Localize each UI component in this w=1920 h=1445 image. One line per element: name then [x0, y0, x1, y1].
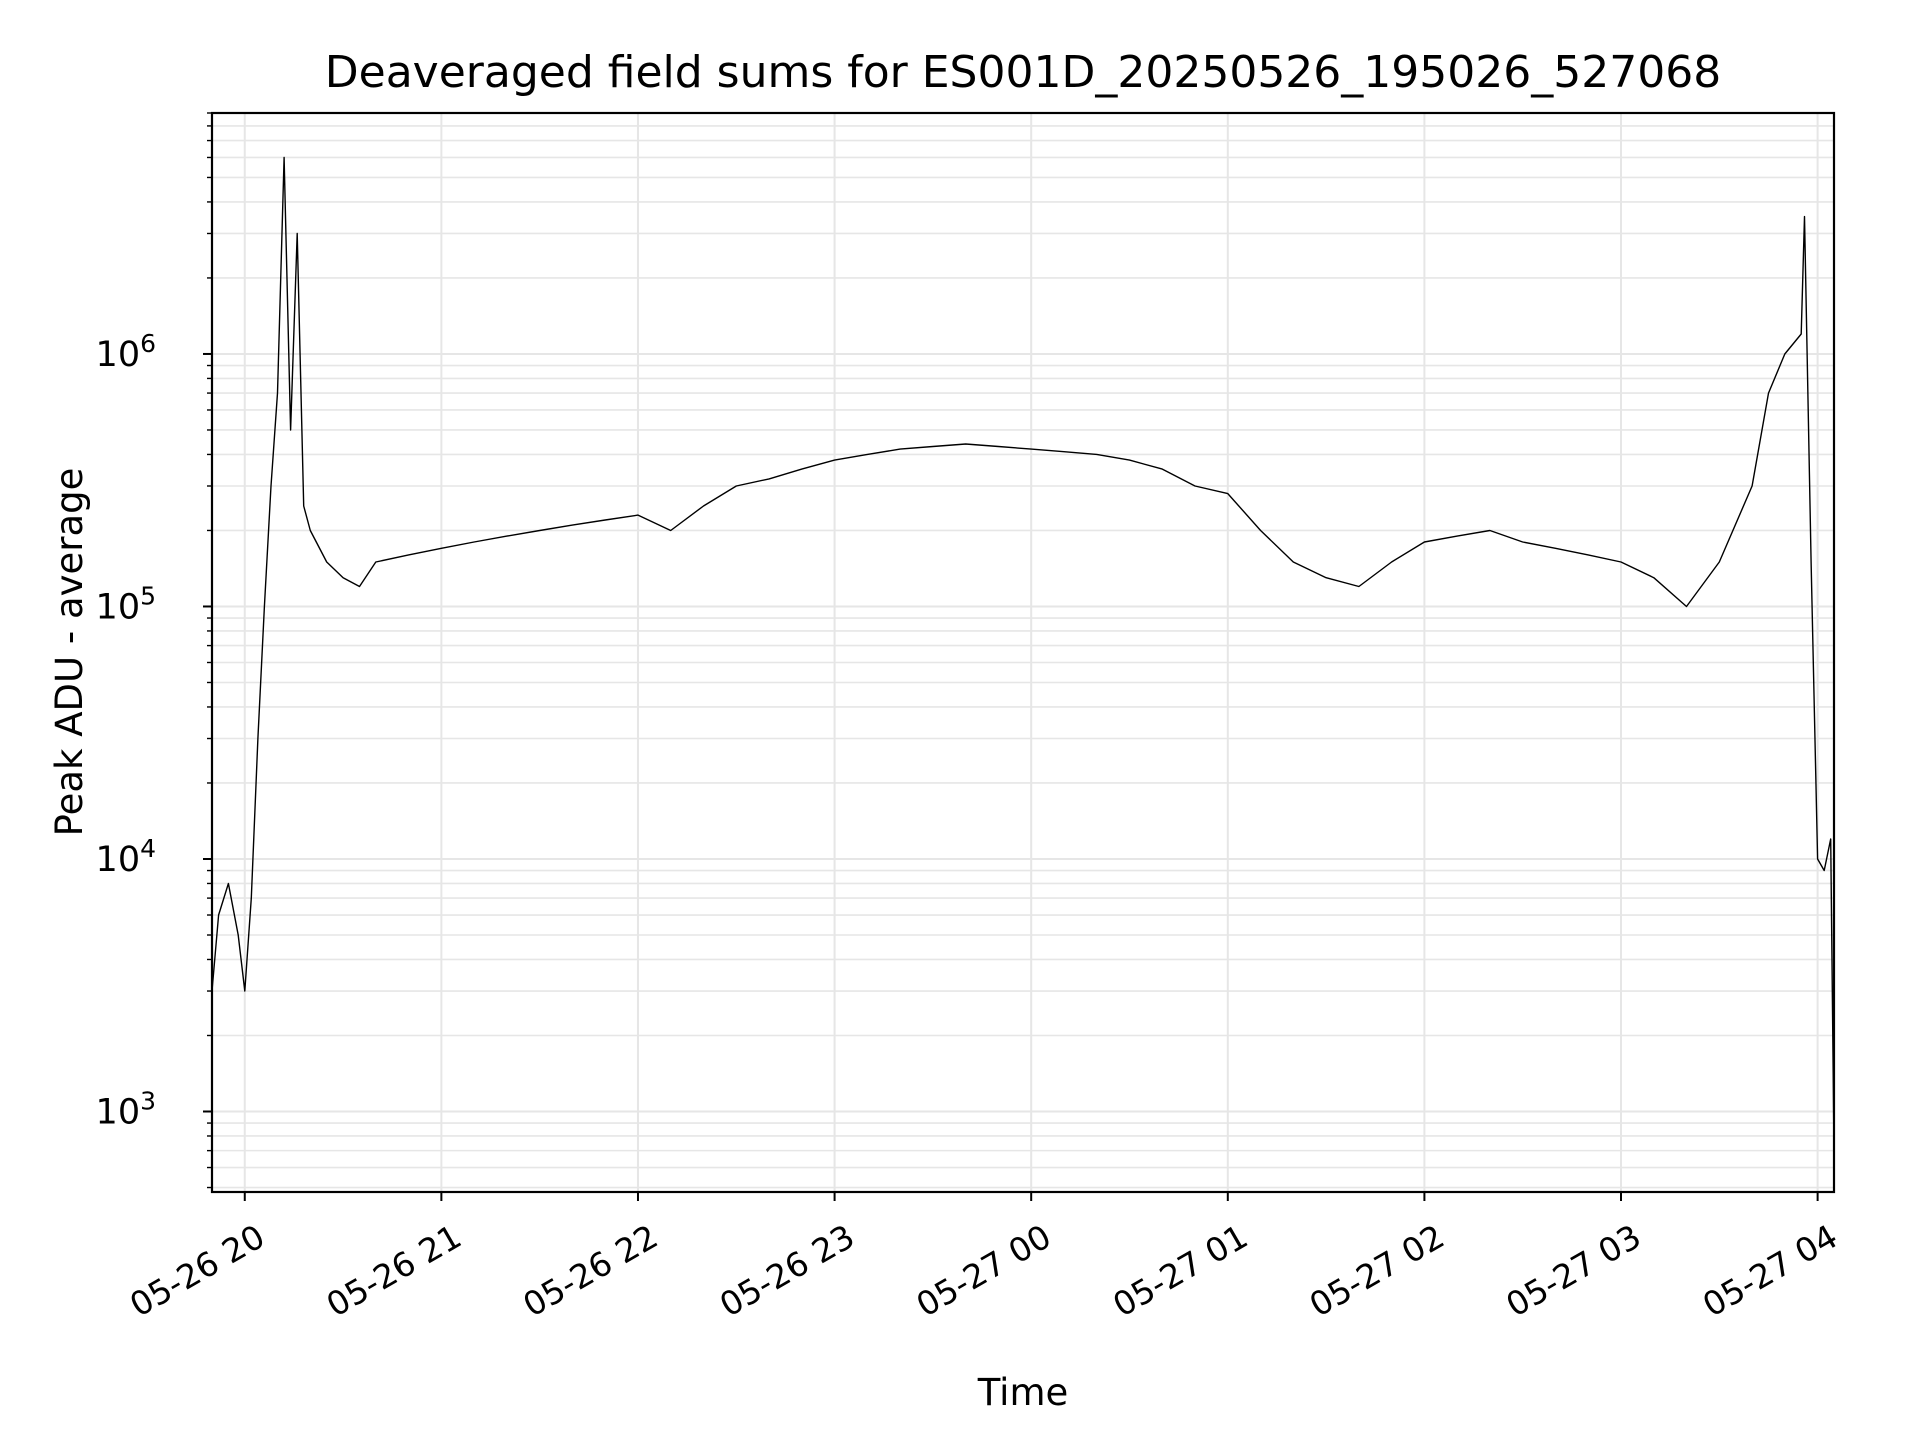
y-tick-label: 106: [96, 329, 156, 375]
grid-layer: [212, 112, 1834, 1192]
series-layer: [211, 156, 1835, 1151]
data-line: [211, 156, 1835, 1151]
y-axis-label: Peak ADU - average: [48, 468, 91, 837]
chart-title: Deaveraged field sums for ES001D_2025052…: [325, 47, 1721, 98]
y-tick-label: 104: [96, 834, 156, 880]
y-tick-label: 103: [96, 1087, 156, 1133]
x-axis-label: Time: [977, 1371, 1069, 1414]
y-tick-label: 105: [96, 581, 156, 627]
plot-frame: [210, 111, 1836, 1194]
